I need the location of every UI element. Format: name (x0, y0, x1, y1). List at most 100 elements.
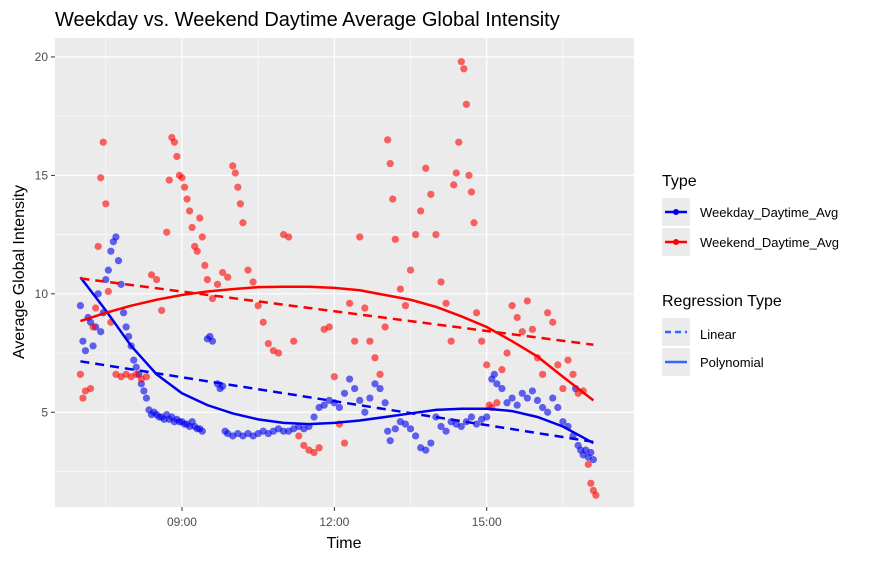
data-point (533, 396, 542, 405)
data-point (163, 228, 171, 236)
data-point (178, 174, 186, 182)
data-point (564, 356, 572, 364)
data-point (224, 273, 232, 281)
data-point (117, 280, 125, 288)
data-point (208, 337, 217, 345)
data-point (554, 361, 562, 369)
data-point (559, 384, 567, 393)
data-point (391, 425, 399, 433)
data-point (249, 278, 257, 286)
data-point (254, 302, 262, 310)
x-axis-label: Time (327, 535, 362, 552)
data-point (503, 349, 511, 357)
data-point (437, 422, 445, 431)
data-points (76, 58, 600, 499)
data-point (493, 380, 501, 388)
data-point (180, 183, 189, 191)
data-point (465, 171, 473, 179)
data-point (201, 261, 209, 269)
linear-fit-line (80, 360, 594, 444)
data-point (513, 313, 521, 322)
data-point (274, 349, 283, 357)
legend-type-key-weekday (662, 198, 690, 226)
data-point (483, 361, 491, 369)
data-point (79, 394, 87, 402)
data-point (119, 309, 128, 317)
data-point (381, 399, 389, 407)
data-point (538, 403, 547, 412)
data-point (279, 427, 288, 435)
data-point (490, 370, 498, 378)
data-point (92, 304, 100, 312)
data-point (142, 394, 151, 402)
y-tick-label: 15 (35, 168, 49, 182)
data-point (412, 231, 420, 239)
data-point (290, 337, 298, 345)
data-point (234, 183, 242, 191)
polynomial-fit-line (80, 285, 595, 402)
y-axis-ticks: 5 10 15 20 (35, 50, 55, 419)
data-point (467, 188, 476, 196)
data-point (513, 401, 521, 409)
data-point (483, 413, 491, 421)
data-point (401, 420, 410, 428)
data-point (183, 195, 191, 203)
data-point (544, 408, 552, 416)
data-point (442, 299, 450, 307)
data-point (361, 408, 369, 416)
data-point (589, 456, 597, 464)
data-point (587, 479, 595, 487)
data-point (99, 138, 107, 146)
data-point (569, 370, 577, 378)
y-axis-label: Average Global Intensity (11, 185, 28, 359)
data-point (538, 370, 547, 378)
y-tick-label: 10 (35, 287, 49, 301)
data-point (371, 380, 379, 388)
data-point (528, 387, 537, 395)
data-point (81, 347, 90, 355)
data-point (165, 176, 173, 184)
data-point (427, 439, 435, 447)
data-point (236, 200, 244, 208)
data-point (310, 448, 318, 457)
data-point (498, 366, 506, 374)
data-point (300, 441, 308, 450)
data-point (94, 290, 102, 298)
legend-regression-label-linear: Linear (700, 327, 737, 342)
y-tick-label: 20 (35, 50, 49, 64)
data-point (185, 207, 194, 215)
data-point (345, 375, 354, 383)
data-point (188, 223, 196, 232)
data-point (104, 287, 112, 296)
data-point (549, 318, 557, 326)
data-point (330, 373, 338, 381)
x-tick-label: 15:00 (472, 515, 502, 529)
data-point (158, 306, 166, 314)
data-point (523, 297, 531, 305)
data-point (340, 439, 349, 447)
x-tick-label: 09:00 (167, 515, 197, 529)
data-point (396, 285, 404, 293)
data-point (503, 399, 511, 407)
data-point (432, 413, 440, 421)
data-point (196, 214, 204, 222)
data-point (437, 278, 445, 286)
data-point (356, 233, 364, 241)
plot-panel (55, 38, 634, 507)
data-point (152, 276, 161, 284)
data-point (320, 401, 328, 409)
data-point (264, 339, 272, 348)
data-point (76, 370, 84, 378)
data-point (173, 152, 181, 161)
data-point (86, 384, 95, 393)
data-point (427, 190, 435, 198)
data-point (457, 58, 465, 66)
data-point (345, 299, 354, 307)
legend-type-label-weekday: Weekday_Daytime_Avg (700, 205, 838, 220)
data-point (295, 432, 303, 440)
data-point (462, 100, 470, 108)
data-point (147, 271, 156, 279)
data-point (366, 394, 374, 402)
data-point (244, 266, 252, 274)
